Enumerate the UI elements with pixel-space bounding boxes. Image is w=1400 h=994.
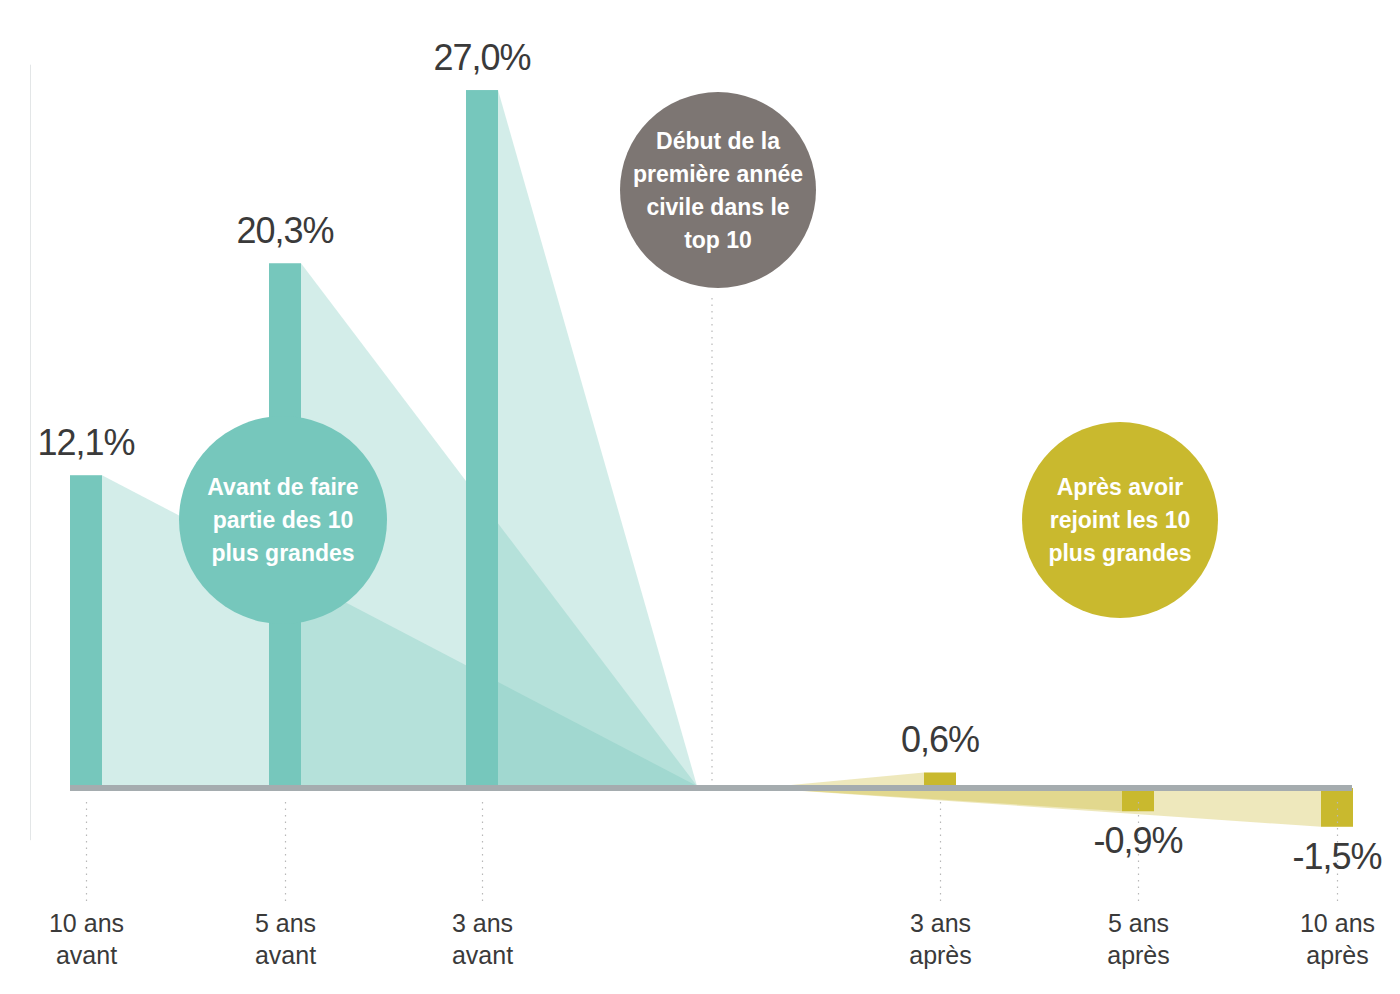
wedge	[760, 788, 1321, 827]
plot-area	[70, 90, 1353, 827]
y-axis	[30, 65, 31, 841]
annotation-text: Avant de faire	[207, 474, 358, 500]
annotation-text: civile dans le	[646, 194, 789, 220]
annotation-circle	[179, 416, 387, 624]
tick-label: 10 ansaprès	[1300, 909, 1375, 969]
tick: 3 ansavant	[452, 802, 513, 969]
data-label: -0,9%	[1093, 820, 1182, 861]
data-label: -1,5%	[1292, 836, 1381, 877]
x-axis: 10 ansavant 5 ansavant 3 ansavant 3 ansaprè…	[49, 802, 1375, 969]
tick: 10 ansavant	[49, 802, 124, 969]
tick-label: 5 ansaprès	[1107, 909, 1170, 969]
data-label: 12,1%	[37, 422, 134, 463]
tick-line	[86, 802, 87, 904]
bar	[70, 475, 102, 788]
annotation-circle	[1022, 422, 1218, 618]
bar	[1321, 788, 1353, 827]
data-label: 27,0%	[433, 37, 530, 78]
tick-line	[940, 802, 941, 904]
tick: 10 ansaprès	[1300, 802, 1375, 969]
annotation-text: top 10	[684, 227, 752, 253]
tick-line	[285, 802, 286, 904]
annotation: Après avoir rejoint les 10 plus grandes	[1022, 422, 1218, 618]
zero-line	[70, 785, 1352, 791]
annotation: Avant de faire partie des 10 plus grandes	[179, 416, 387, 624]
bar	[466, 90, 498, 788]
y-axis-line	[30, 65, 31, 841]
data-label: 20,3%	[236, 210, 333, 251]
tick-label: 3 ansaprès	[909, 909, 972, 969]
annotation-text: Après avoir	[1057, 474, 1184, 500]
data-label: 0,6%	[901, 719, 979, 760]
bar	[1122, 788, 1154, 811]
annotation: Début de la première année civile dans le t…	[620, 92, 816, 288]
divider	[711, 298, 712, 784]
tick-label: 3 ansavant	[452, 909, 513, 969]
annotation-circle	[620, 92, 816, 288]
tick-label: 5 ansavant	[255, 909, 316, 969]
annotation-text: rejoint les 10	[1050, 507, 1191, 533]
tick: 3 ansaprès	[909, 802, 972, 969]
annotation-text: plus grandes	[1048, 540, 1191, 566]
chart: 10 ansavant 5 ansavant 3 ansavant 3 ansaprè…	[0, 0, 1400, 994]
tick-label: 10 ansavant	[49, 909, 124, 969]
tick-line	[482, 802, 483, 904]
annotation-text: plus grandes	[211, 540, 354, 566]
annotation-text: Début de la	[656, 128, 780, 154]
annotation-text: partie des 10	[213, 507, 354, 533]
tick: 5 ansavant	[255, 802, 316, 969]
annotation-text: première année	[633, 161, 803, 187]
